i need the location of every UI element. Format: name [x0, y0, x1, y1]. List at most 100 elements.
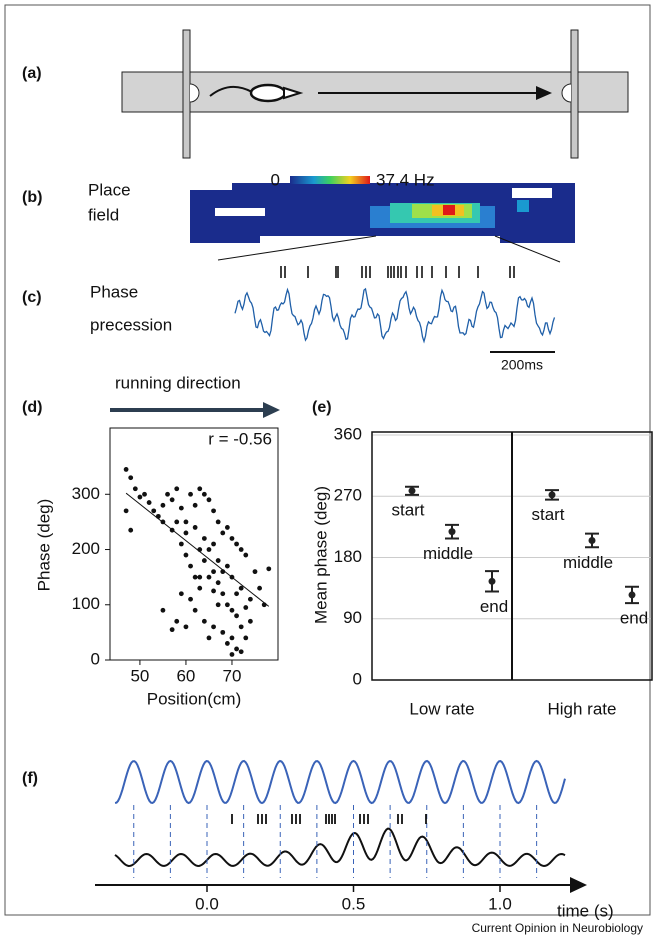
zoom-line	[494, 235, 561, 263]
point	[128, 527, 134, 533]
point	[165, 491, 170, 497]
point	[169, 497, 175, 503]
point	[137, 494, 143, 500]
panel-label: (c)	[22, 289, 42, 306]
point	[220, 530, 226, 536]
point	[197, 486, 203, 492]
heat-map	[190, 183, 575, 243]
point	[206, 497, 212, 503]
point	[224, 641, 230, 646]
y-tick-label: 360	[334, 424, 362, 443]
point	[588, 536, 596, 544]
x-group-label: Low rate	[409, 699, 474, 718]
y-tick-label: 180	[334, 547, 362, 566]
panel-label: (a)	[22, 65, 42, 82]
point	[123, 467, 129, 472]
lfp-trace	[114, 827, 566, 868]
point	[243, 635, 249, 641]
arrow-head	[263, 402, 280, 418]
point	[188, 563, 193, 569]
rat	[209, 83, 304, 103]
point	[220, 629, 226, 635]
point	[215, 558, 221, 563]
point	[197, 585, 203, 591]
x-tick-label: 0.0	[195, 894, 219, 913]
point	[128, 475, 134, 481]
x-tick-label: 70	[223, 666, 242, 685]
point	[197, 574, 203, 580]
point	[174, 486, 180, 492]
point-label: end	[480, 597, 508, 616]
panel-title: field	[88, 205, 119, 224]
point	[183, 519, 189, 525]
point	[183, 530, 189, 536]
y-tick-label: 300	[72, 484, 100, 503]
point	[234, 613, 239, 619]
point	[206, 574, 212, 580]
point	[229, 635, 235, 641]
point-label: start	[391, 500, 424, 519]
point	[548, 491, 556, 499]
theta-panel	[114, 759, 566, 878]
colorbar-max: 37.4 Hz	[376, 170, 435, 189]
y-axis-title: Phase (deg)	[34, 499, 53, 592]
scale-bar-label: 200ms	[501, 357, 543, 373]
point	[243, 605, 249, 610]
point	[123, 508, 129, 514]
x-tick-label: 50	[130, 666, 149, 685]
arrow-head	[536, 86, 552, 100]
point	[238, 547, 244, 552]
x-axis-title: Position(cm)	[147, 689, 241, 708]
axis-arrow	[570, 877, 587, 893]
point	[448, 528, 456, 536]
theta-wave	[114, 759, 566, 805]
point	[178, 541, 184, 547]
point	[247, 618, 253, 624]
point	[247, 596, 253, 602]
point	[142, 491, 147, 497]
point	[224, 602, 230, 608]
panel-title: precession	[90, 315, 172, 334]
y-tick-label: 100	[72, 594, 100, 613]
panel-label: (e)	[312, 399, 332, 416]
point	[183, 624, 189, 630]
colorbar-min: 0	[271, 170, 280, 189]
y-tick-label: 90	[343, 608, 362, 627]
point	[192, 574, 198, 580]
point	[229, 607, 235, 613]
reward-well	[561, 83, 572, 103]
fit-line	[125, 492, 270, 607]
point	[266, 566, 272, 572]
point	[215, 519, 221, 525]
y-tick-label: 0	[353, 669, 362, 688]
point	[408, 487, 416, 495]
point	[151, 508, 157, 514]
point	[224, 525, 230, 530]
point	[257, 585, 262, 591]
point	[146, 500, 152, 505]
point	[206, 635, 212, 641]
point	[215, 580, 221, 586]
point	[211, 569, 216, 575]
y-tick-label: 200	[72, 539, 100, 558]
point	[211, 624, 216, 630]
point	[220, 591, 226, 597]
point	[201, 618, 207, 624]
y-axis-title: Mean phase (deg)	[311, 486, 330, 624]
point	[628, 591, 636, 599]
point	[132, 486, 138, 492]
point	[238, 585, 244, 591]
zoom-line	[217, 235, 377, 261]
point	[160, 502, 166, 508]
point	[211, 588, 216, 594]
point	[229, 652, 235, 657]
point	[174, 618, 180, 624]
point	[234, 591, 239, 597]
point	[201, 558, 207, 563]
barrier	[182, 29, 191, 159]
y-tick-label: 270	[334, 486, 362, 505]
point	[201, 536, 207, 541]
x-axis-title: time (s)	[557, 901, 614, 920]
x-tick-label: 60	[176, 666, 195, 685]
